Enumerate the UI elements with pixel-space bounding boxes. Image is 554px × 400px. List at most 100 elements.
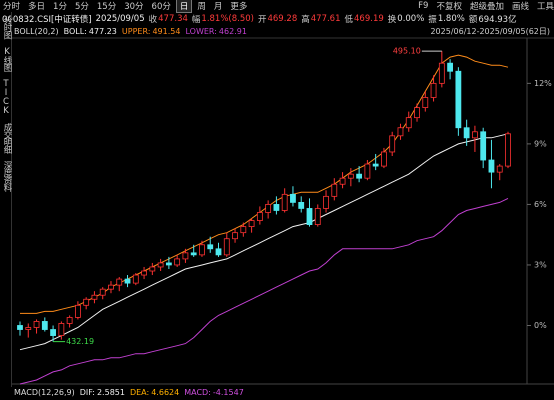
legend: BOLL(20,2) BOLL: 477.23 UPPER: 491.54 LOWER:…	[14, 26, 252, 37]
period-tab[interactable]: 1分	[53, 2, 67, 12]
y-tick-label: 12%	[534, 79, 552, 88]
date-range: 2025/06/12-2025/09/05(62日)	[430, 27, 550, 36]
tool-button[interactable]: F9	[418, 1, 429, 11]
period-tab[interactable]: 60分	[151, 2, 171, 12]
candle-body	[83, 298, 90, 306]
macd-label: DEA:	[129, 387, 150, 397]
side-tab[interactable]: K线图	[2, 46, 12, 71]
candle-body	[364, 163, 371, 179]
candle-body	[190, 252, 197, 256]
legend-title: BOLL(20,2)	[14, 27, 59, 36]
legend-value: 462.91	[218, 27, 247, 36]
candle-body	[66, 317, 73, 324]
candle-body	[58, 323, 65, 336]
period-tab[interactable]: 日	[175, 0, 193, 13]
band-line	[19, 197, 509, 385]
period-tab[interactable]: 30分	[124, 2, 144, 12]
band-line	[19, 133, 509, 351]
legend-value: 491.54	[152, 27, 181, 36]
side-tab[interactable]: TICK	[1, 78, 11, 115]
macd-label: MACD:	[184, 387, 211, 397]
macd-title: MACD(12,26,9)	[14, 387, 75, 397]
candle-body	[472, 131, 478, 139]
candle-body	[248, 220, 255, 228]
candle-body	[463, 127, 470, 139]
side-tab[interactable]: 深度资料	[2, 160, 12, 191]
info-label: 振	[428, 15, 437, 25]
tool-button[interactable]: 画线	[511, 2, 529, 12]
period-tab[interactable]: 月	[213, 2, 223, 12]
info-value: 694.93亿	[478, 15, 517, 25]
y-tick-label: 0%	[534, 321, 547, 330]
y-tick-label: 6%	[534, 200, 547, 209]
macd-value: 4.6624	[151, 387, 180, 397]
candle-body	[496, 165, 503, 173]
candle-body	[430, 82, 437, 98]
info-value: 1.80%	[437, 14, 465, 24]
candle-body	[157, 262, 164, 268]
candle-body	[91, 294, 98, 300]
info-value: 0.00%	[397, 14, 425, 24]
candle-body	[438, 62, 445, 84]
candle-body	[455, 70, 462, 129]
candle-body	[182, 252, 189, 260]
candle-body	[256, 212, 263, 221]
candle-body	[273, 204, 280, 211]
candle-body	[389, 135, 396, 153]
candle-body	[17, 325, 23, 330]
date: 2025/09/05	[95, 14, 145, 24]
candle-body	[124, 278, 131, 284]
candle-body	[414, 107, 420, 119]
candle-body	[306, 208, 313, 225]
candle-body	[240, 226, 247, 234]
tools: F9 不复权 超级叠加 画线 工具	[410, 0, 554, 12]
macd-label: DIF:	[79, 387, 95, 397]
candle-body	[381, 151, 387, 167]
side-tab[interactable]: 成交明细	[2, 122, 12, 153]
candle-body	[290, 193, 296, 203]
candle-body	[223, 238, 230, 256]
info-label: 额	[468, 15, 478, 25]
info-value: 477.61	[310, 14, 341, 24]
macd-row: MACD(12,26,9) DIF: 2.5851 DEA: 4.6624 MACD: -…	[14, 386, 249, 398]
legend-name: UPPER:	[121, 27, 151, 36]
period-tab[interactable]: 多日	[28, 2, 46, 12]
candle-body	[33, 321, 40, 328]
annotation-label: 432.19	[66, 337, 94, 346]
candle-body	[50, 329, 56, 336]
candle-body	[314, 208, 321, 225]
period-tab[interactable]: 5分	[74, 2, 89, 12]
candle-body	[347, 173, 354, 179]
candle-body	[298, 202, 305, 209]
candle-body	[215, 248, 222, 256]
candle-body	[25, 327, 32, 330]
side-tab[interactable]: 分时图	[2, 16, 12, 39]
tool-button[interactable]: 超级叠加	[469, 2, 504, 12]
period-tab[interactable]: 更多	[230, 2, 248, 12]
candle-body	[232, 232, 238, 240]
legend-value: 477.23	[88, 27, 117, 36]
legend-name: BOLL:	[63, 27, 87, 36]
period-tab[interactable]: 15分	[96, 2, 117, 12]
y-tick-label: 9%	[534, 139, 547, 148]
period-tabs: 分时 多日 1分 5分 15分 30分 60分日周月更多	[0, 0, 252, 13]
candle-body	[372, 163, 379, 167]
candle-body	[265, 204, 272, 213]
period-tab[interactable]: 分时	[3, 2, 21, 12]
info-label: 幅	[191, 15, 201, 25]
tool-button[interactable]: 不复权	[436, 2, 462, 12]
candle-body	[99, 288, 106, 296]
candle-body	[405, 117, 412, 129]
candle-body	[165, 262, 172, 266]
tool-button[interactable]: 工具	[536, 2, 554, 12]
info-value: 477.34	[158, 14, 188, 24]
period-tab[interactable]: 周	[197, 2, 206, 12]
candle-body	[339, 177, 346, 185]
candle-body	[447, 62, 454, 72]
info-value: 469.28	[267, 14, 298, 24]
info-label: 换	[387, 15, 397, 25]
candle-body	[116, 278, 123, 286]
candle-body	[281, 193, 288, 211]
candle-body	[207, 244, 214, 250]
